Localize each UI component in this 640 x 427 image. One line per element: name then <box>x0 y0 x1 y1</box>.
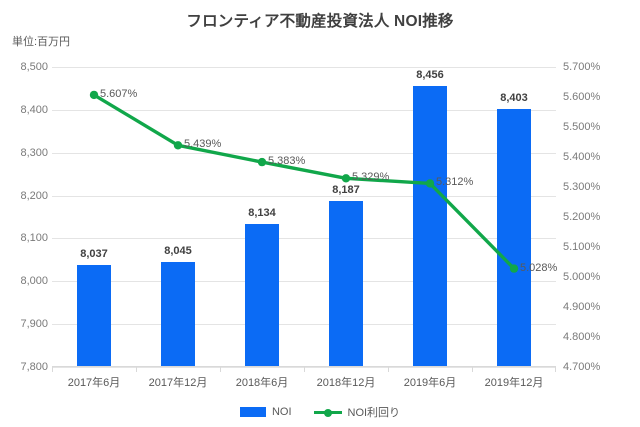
y-axis-tick-label: 8,500 <box>20 61 48 73</box>
bar-value-label: 8,403 <box>500 91 528 104</box>
gridline <box>52 109 556 111</box>
y2-axis-tick-label: 5.300% <box>563 181 601 193</box>
line-marker[interactable] <box>257 157 267 167</box>
y2-axis-tick-label: 5.400% <box>563 151 601 163</box>
x-axis-tick-label: 2018年6月 <box>235 377 289 389</box>
bar-value-label: 8,456 <box>416 68 444 81</box>
line-series <box>89 90 519 273</box>
legend-item-noi[interactable]: NOI <box>239 406 292 418</box>
line-value-label: 5.329% <box>352 171 390 184</box>
bar[interactable] <box>413 85 447 367</box>
bar-value-label: 8,187 <box>332 184 360 197</box>
line-swatch-icon <box>313 407 342 417</box>
y2-axis-tick-label: 5.100% <box>563 241 601 253</box>
category-tick <box>136 367 137 372</box>
bar-value-label: 8,045 <box>164 245 192 257</box>
y-axis-tick-label: 8,200 <box>20 189 48 202</box>
y-axis-tick-label: 7,800 <box>20 361 48 373</box>
y2-axis-tick-label: 4.900% <box>563 301 601 313</box>
legend-label-noi: NOI <box>271 406 292 418</box>
chart-title: フロンティア不動産投資法人 NOI推移 <box>186 13 454 30</box>
line-marker[interactable] <box>89 90 99 100</box>
gridline <box>52 324 556 326</box>
legend-label-noi-yield: NOI利回り <box>347 407 401 419</box>
bar[interactable] <box>161 262 195 367</box>
x-axis-line <box>52 366 556 367</box>
category-tick <box>304 367 305 372</box>
y2-axis-tick-label: 5.200% <box>563 211 601 223</box>
category-tick <box>472 367 473 372</box>
category-tick <box>220 367 221 372</box>
x-axis-tick-label: 2017年12月 <box>148 377 208 389</box>
line-value-label: 5.607% <box>100 87 138 100</box>
y-axis-tick-label: 8,100 <box>20 232 48 245</box>
line-marker[interactable] <box>341 174 351 183</box>
line-value-label: 5.439% <box>184 138 222 151</box>
gridline <box>52 195 556 197</box>
bar-value-label: 8,037 <box>80 248 108 261</box>
y2-axis-tick-label: 5.700% <box>563 61 601 73</box>
y2-axis-tick-label: 5.600% <box>563 91 601 103</box>
bar[interactable] <box>497 108 531 367</box>
y2-axis-tick-label: 5.500% <box>563 121 601 133</box>
legend-item-noi-yield[interactable]: NOI利回り <box>313 404 401 420</box>
x-axis-tick-label: 2019年12月 <box>484 377 544 389</box>
bar[interactable] <box>77 265 111 367</box>
y-axis-tick-label: 8,300 <box>20 146 48 159</box>
category-tick <box>52 367 53 372</box>
y-axis-tick-label: 7,900 <box>20 318 48 331</box>
line-value-label: 5.028% <box>520 261 558 274</box>
x-axis-tick-label: 2018年12月 <box>316 377 376 389</box>
bar-swatch-icon <box>239 407 266 417</box>
line-value-label: 5.312% <box>436 176 474 189</box>
y2-axis-tick-label: 4.700% <box>563 361 601 373</box>
plot-area <box>52 67 556 372</box>
gridline <box>52 281 556 283</box>
bar[interactable] <box>329 201 363 367</box>
line-marker[interactable] <box>173 141 183 150</box>
x-axis-tick-label: 2019年6月 <box>403 377 457 389</box>
line-value-label: 5.383% <box>268 155 306 168</box>
y-axis-tick-label: 8,000 <box>20 275 48 288</box>
gridline <box>52 152 556 154</box>
bar-value-label: 8,134 <box>248 206 276 219</box>
y-axis-tick-label: 8,400 <box>20 103 48 116</box>
category-tick <box>388 367 389 372</box>
gridline <box>52 67 556 68</box>
chart-legend: NOI NOI利回り <box>0 404 640 420</box>
category-tick <box>555 367 556 372</box>
bar[interactable] <box>245 223 279 367</box>
y2-axis-tick-label: 4.800% <box>563 331 601 343</box>
y2-axis-tick-label: 5.000% <box>563 271 601 283</box>
gridline <box>52 238 556 240</box>
unit-note: 単位:百万円 <box>12 36 71 48</box>
x-axis-tick-label: 2017年6月 <box>67 377 121 389</box>
